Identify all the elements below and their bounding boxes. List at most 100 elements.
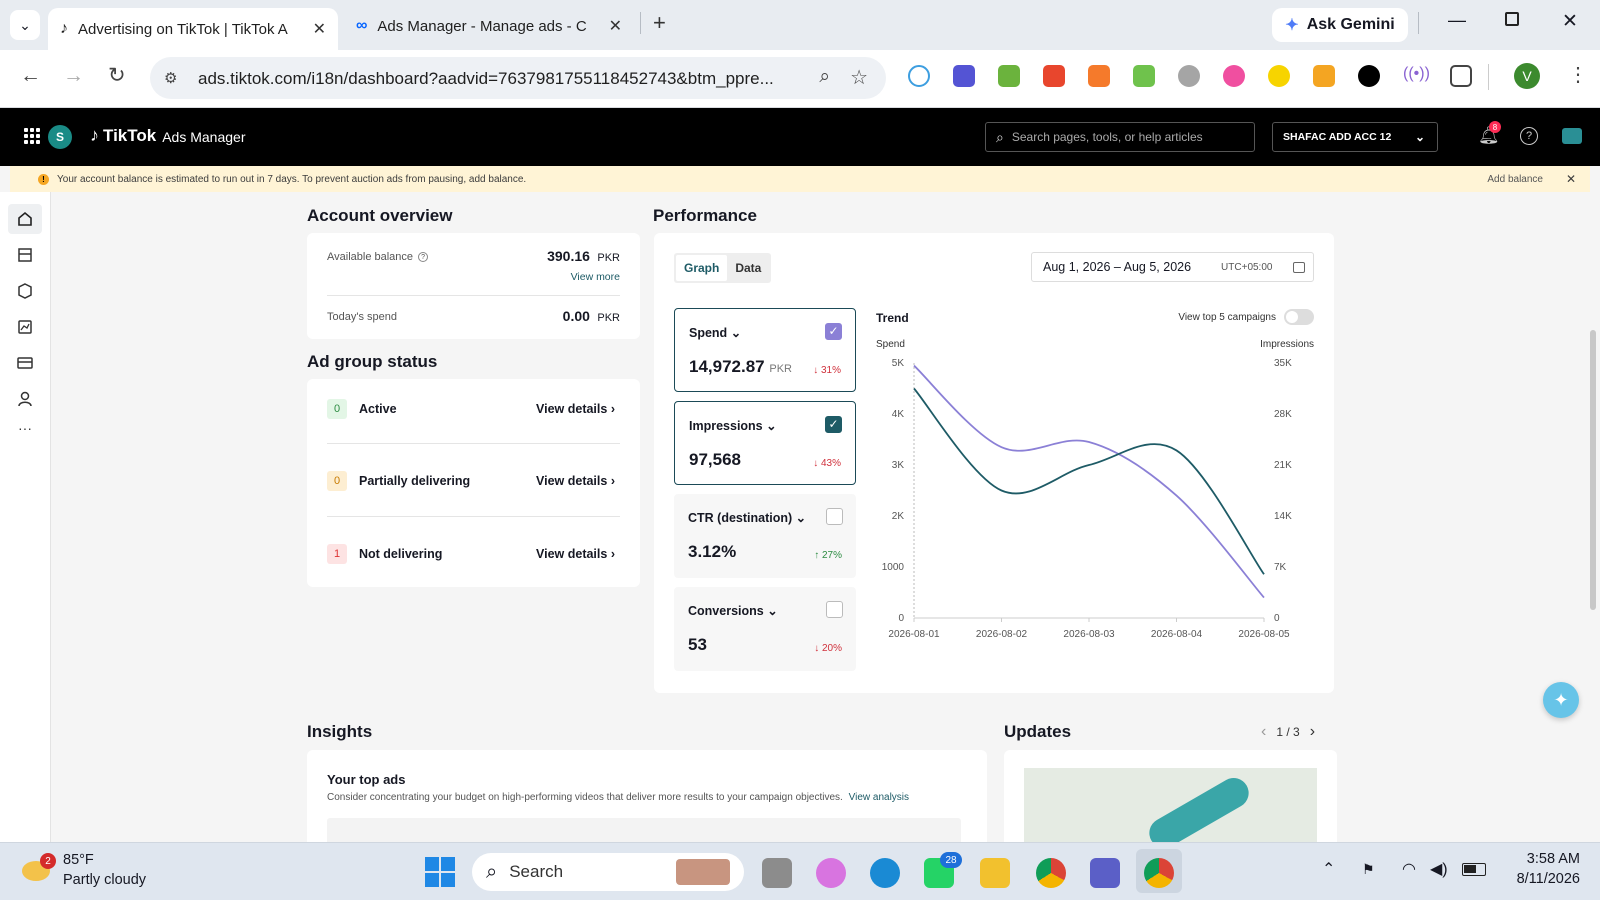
metric-card-conversions[interactable]: Conversions ⌄ 53 ↓ 20%: [674, 587, 856, 671]
billing-card-icon[interactable]: [15, 353, 35, 373]
extension-search-icon[interactable]: [908, 65, 930, 87]
close-banner-icon[interactable]: ✕: [1565, 172, 1576, 186]
wifi-icon[interactable]: ◠: [1402, 861, 1416, 878]
y-left-axis-label: Spend: [876, 339, 905, 350]
metric-card-spend[interactable]: Spend ⌄ ✓ 14,972.87 PKR ↓ 31%: [674, 308, 856, 392]
user-icon[interactable]: [15, 389, 35, 409]
tray-chevron-up-icon[interactable]: ⌃: [1322, 861, 1336, 878]
tiktok-ads-manager-logo[interactable]: ♪ TikTok Ads Manager: [90, 125, 246, 146]
file-explorer-icon[interactable]: [980, 858, 1010, 888]
edge-icon[interactable]: [870, 858, 900, 888]
header-search-input[interactable]: ⌕ Search pages, tools, or help articles: [985, 122, 1255, 152]
zoom-icon[interactable]: ⌕: [819, 66, 830, 87]
metric-card-ctr[interactable]: CTR (destination) ⌄ 3.12% ↑ 27%: [674, 494, 856, 578]
tab-ads-manager[interactable]: ∞ Ads Manager - Manage ads - C ✕: [344, 8, 634, 44]
assets-cube-icon[interactable]: [15, 281, 35, 301]
tiktok-note-icon: ♪: [90, 125, 99, 145]
tab-data[interactable]: Data: [735, 261, 762, 275]
tab-list-button[interactable]: ⌄: [10, 10, 40, 40]
tab-graph[interactable]: Graph: [676, 255, 728, 281]
series-line-spend: [913, 364, 1265, 599]
chrome-active-icon[interactable]: [1144, 858, 1174, 888]
reload-icon[interactable]: ↻: [108, 64, 126, 87]
view-more-link[interactable]: View more: [570, 271, 620, 283]
tray-app-icon[interactable]: ⚑: [1362, 861, 1375, 877]
metric-card-impressions[interactable]: Impressions ⌄ ✓ 97,568 ↓ 43%: [674, 401, 856, 485]
copilot-icon[interactable]: [816, 858, 846, 888]
extension-broadcast-icon[interactable]: ((•)): [1403, 65, 1430, 87]
menu-kebab-icon[interactable]: ⋮: [1568, 64, 1588, 86]
tab-tiktok-advertising[interactable]: ♪ Advertising on TikTok | TikTok A ✕: [48, 8, 338, 50]
account-avatar[interactable]: S: [48, 125, 72, 149]
next-chevron-icon[interactable]: ›: [1309, 723, 1316, 740]
close-tab-icon[interactable]: ✕: [608, 18, 622, 35]
nav-active-bg: [8, 204, 42, 234]
extension-download-icon[interactable]: [1043, 65, 1065, 87]
view-analysis-link[interactable]: View analysis: [848, 792, 910, 803]
available-balance-label: Available balance ?: [327, 251, 429, 263]
extension-purple-icon[interactable]: [953, 65, 975, 87]
battery-icon[interactable]: [1462, 863, 1486, 876]
forward-icon[interactable]: →: [63, 64, 84, 87]
extension-gray-icon[interactable]: [1178, 65, 1200, 87]
bookmark-star-icon[interactable]: ☆: [850, 67, 868, 89]
campaign-icon[interactable]: [15, 245, 35, 265]
extensions-puzzle-icon[interactable]: [1450, 65, 1472, 87]
back-icon[interactable]: ←: [20, 64, 41, 87]
site-settings-icon[interactable]: ⚙: [164, 70, 178, 87]
account-selector[interactable]: SHAFAC ADD ACC 12 ⌄: [1272, 122, 1438, 152]
new-tab-button[interactable]: +: [653, 10, 666, 35]
view-details-partial[interactable]: View details ›: [536, 474, 615, 488]
help-icon[interactable]: ?: [1520, 127, 1538, 145]
graph-data-toggle: Graph Data: [674, 253, 772, 283]
taskbar-search[interactable]: ⌕ Search: [472, 853, 744, 891]
x-tick-label: 2026-08-04: [1151, 629, 1203, 640]
more-icon[interactable]: ···: [18, 420, 32, 436]
clock-date[interactable]: 8/11/2026: [1516, 871, 1580, 887]
add-balance-link[interactable]: Add balance: [1487, 173, 1543, 185]
assistant-sparkle-button[interactable]: ✦: [1543, 682, 1579, 718]
address-bar[interactable]: ⚙ ads.tiktok.com/i18n/dashboard?aadvid=7…: [150, 57, 886, 99]
close-window-icon[interactable]: ✕: [1562, 11, 1578, 32]
tab-title: Advertising on TikTok | TikTok A: [78, 20, 288, 38]
weather-widget[interactable]: 2: [20, 853, 56, 885]
volume-icon[interactable]: ◀): [1430, 861, 1448, 878]
impressions-checkbox[interactable]: ✓: [825, 416, 842, 433]
restore-icon[interactable]: [1505, 12, 1519, 26]
teams-icon[interactable]: [1090, 858, 1120, 888]
ctr-checkbox[interactable]: [826, 508, 843, 525]
view-details-active[interactable]: View details ›: [536, 402, 615, 416]
ask-gemini-button[interactable]: ✦ Ask Gemini: [1272, 8, 1408, 42]
extension-bag-icon[interactable]: [1133, 65, 1155, 87]
task-view-icon[interactable]: [762, 858, 792, 888]
whatsapp-badge: 28: [940, 852, 962, 868]
chrome-icon[interactable]: [1036, 858, 1066, 888]
date-range-picker[interactable]: Aug 1, 2026 – Aug 5, 2026 UTC+05:00: [1031, 252, 1314, 282]
apps-grid-icon[interactable]: [24, 128, 40, 144]
extension-tiktok-icon[interactable]: [1358, 65, 1380, 87]
view-details-label: View details: [536, 402, 608, 416]
spend-checkbox[interactable]: ✓: [825, 323, 842, 340]
update-image[interactable]: [1024, 768, 1317, 850]
clock-time[interactable]: 3:58 AM: [1526, 851, 1580, 867]
extension-dollar-icon[interactable]: [998, 65, 1020, 87]
view-details-not-delivering[interactable]: View details ›: [536, 547, 615, 561]
extension-snap-icon[interactable]: [1268, 65, 1290, 87]
info-icon[interactable]: ?: [418, 252, 429, 262]
extension-amazon-icon[interactable]: [1313, 65, 1335, 87]
page-scrollbar[interactable]: [1590, 330, 1596, 610]
windows-start-icon[interactable]: [425, 857, 455, 887]
extension-pink-icon[interactable]: [1223, 65, 1245, 87]
profile-avatar[interactable]: V: [1514, 63, 1540, 89]
close-tab-icon[interactable]: ✕: [312, 21, 326, 38]
reporting-icon[interactable]: [15, 317, 35, 337]
top-campaigns-toggle[interactable]: [1284, 309, 1314, 325]
account-overview-card: Available balance ? 390.16 PKR View more…: [307, 233, 640, 339]
conversions-checkbox[interactable]: [826, 601, 843, 618]
store-icon[interactable]: [1562, 128, 1582, 144]
prev-chevron-icon[interactable]: ‹: [1261, 723, 1267, 740]
extension-orange-icon[interactable]: [1088, 65, 1110, 87]
status-label: Not delivering: [359, 547, 443, 561]
home-icon[interactable]: [15, 209, 35, 229]
minimize-icon[interactable]: —: [1448, 10, 1466, 30]
